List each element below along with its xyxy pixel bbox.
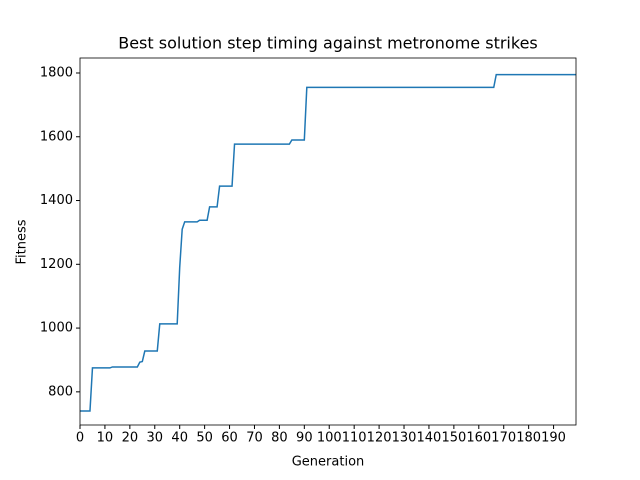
x-tick-label: 40 <box>171 431 188 446</box>
data-line <box>80 73 576 412</box>
y-tick-label: 1200 <box>40 257 73 272</box>
y-tick-label: 1800 <box>40 65 73 80</box>
plot-frame <box>79 57 577 426</box>
x-tick-label: 110 <box>342 431 367 446</box>
x-tick-label: 190 <box>541 431 566 446</box>
y-tick-label: 1400 <box>40 193 73 208</box>
y-tick-label: 1000 <box>40 321 73 336</box>
x-tick-label: 50 <box>196 431 213 446</box>
x-tick-label: 150 <box>441 431 466 446</box>
x-tick-label: 20 <box>122 431 139 446</box>
y-tick-label: 1600 <box>40 129 73 144</box>
x-tick-label: 10 <box>97 431 114 446</box>
y-tick-label: 800 <box>48 384 73 399</box>
x-tick-label: 170 <box>491 431 516 446</box>
x-tick-label: 80 <box>271 431 288 446</box>
x-tick-label: 90 <box>296 431 313 446</box>
y-axis-label: Fitness <box>15 219 30 264</box>
x-tick-label: 70 <box>246 431 263 446</box>
x-tick-label: 60 <box>221 431 238 446</box>
x-tick-label: 30 <box>147 431 164 446</box>
x-tick-label: 180 <box>516 431 541 446</box>
x-tick-label: 140 <box>417 431 442 446</box>
x-tick-label: 100 <box>317 431 342 446</box>
x-tick-label: 0 <box>76 431 84 446</box>
x-tick-label: 120 <box>367 431 392 446</box>
x-axis-label: Generation <box>292 455 365 470</box>
x-tick-label: 160 <box>466 431 491 446</box>
chart-title: Best solution step timing against metron… <box>118 34 538 53</box>
x-tick-label: 130 <box>392 431 417 446</box>
